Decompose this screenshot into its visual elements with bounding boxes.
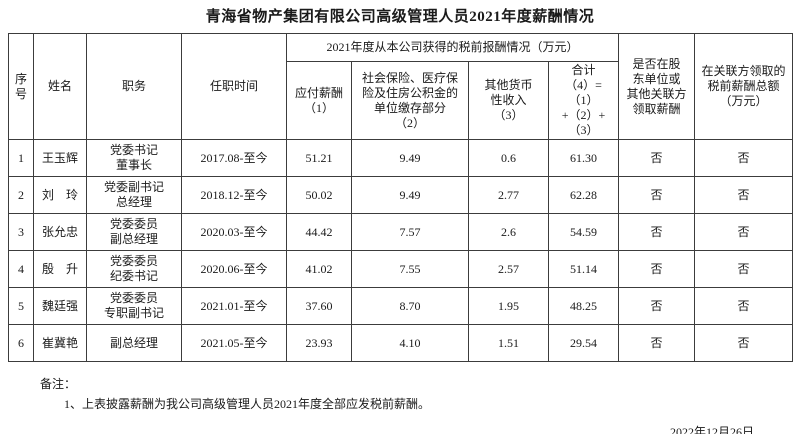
header-position: 职务 — [86, 33, 182, 140]
cell-other-income: 1.95 — [468, 287, 549, 325]
header-insurance: 社会保险、医疗保 险及住房公积金的 单位缴存部分 （2） — [351, 61, 469, 140]
notes-section: 备注： 1、上表披露薪酬为我公司高级管理人员2021年度全部应发税前薪酬。 — [40, 376, 800, 413]
cell-total: 54.59 — [547, 213, 620, 251]
table-row: 4 殷 升 党委委员 纪委书记 2020.06-至今 41.02 7.55 2.… — [8, 250, 794, 288]
cell-related-pay: 否 — [694, 213, 794, 251]
cell-position: 党委副书记 总经理 — [86, 176, 182, 214]
cell-insurance: 9.49 — [351, 139, 469, 177]
header-row-sub: 应付薪酬 （1） 社会保险、医疗保 险及住房公积金的 单位缴存部分 （2） 其他… — [9, 61, 793, 140]
notes-label: 备注： — [40, 377, 77, 391]
cell-total: 29.54 — [547, 324, 620, 362]
table-row: 5 魏廷强 党委委员 专职副书记 2021.01-至今 37.60 8.70 1… — [8, 287, 794, 325]
cell-insurance: 9.49 — [351, 176, 469, 214]
cell-name: 魏廷强 — [33, 287, 87, 325]
header-other-income: 其他货币 性收入 （3） — [468, 61, 549, 140]
cell-related-pay: 否 — [694, 250, 794, 288]
note-item: 1、上表披露薪酬为我公司高级管理人员2021年度全部应发税前薪酬。 — [64, 396, 431, 411]
cell-other-income: 2.77 — [468, 176, 549, 214]
table-row: 6 崔冀艳 副总经理 2021.05-至今 23.93 4.10 1.51 29… — [8, 324, 794, 362]
cell-tenure: 2020.06-至今 — [181, 250, 287, 288]
cell-shareholder-pay: 否 — [618, 213, 696, 251]
cell-seq: 4 — [8, 250, 34, 288]
header-tenure: 任职时间 — [181, 33, 287, 140]
cell-shareholder-pay: 否 — [618, 324, 696, 362]
cell-other-income: 2.6 — [468, 213, 549, 251]
cell-shareholder-pay: 否 — [618, 250, 696, 288]
cell-related-pay: 否 — [694, 176, 794, 214]
cell-tenure: 2018.12-至今 — [181, 176, 287, 214]
header-total: 合计 （4）=（1） +（2）+ （3） — [547, 61, 620, 140]
cell-seq: 1 — [8, 139, 34, 177]
salary-table: 序 号 姓名 职务 任职时间 2021年度从本公司获得的税前报酬情况（万元） 是… — [8, 33, 794, 362]
cell-insurance: 8.70 — [351, 287, 469, 325]
cell-payable: 51.21 — [286, 139, 352, 177]
cell-related-pay: 否 — [694, 139, 794, 177]
cell-tenure: 2020.03-至今 — [181, 213, 287, 251]
cell-seq: 5 — [8, 287, 34, 325]
cell-other-income: 1.51 — [468, 324, 549, 362]
cell-payable: 41.02 — [286, 250, 352, 288]
cell-total: 61.30 — [547, 139, 620, 177]
header-shareholder-pay: 是否在股 东单位或 其他关联方 领取薪酬 — [618, 33, 696, 140]
cell-seq: 2 — [8, 176, 34, 214]
document-date: 2022年12月26日 — [669, 424, 754, 434]
header-compensation-group: 2021年度从本公司获得的税前报酬情况（万元） — [285, 33, 620, 62]
header-related-pay: 在关联方领取的 税前薪酬总额 （万元） — [694, 33, 794, 140]
header-name: 姓名 — [33, 33, 87, 140]
header-payable: 应付薪酬 （1） — [286, 61, 352, 140]
cell-shareholder-pay: 否 — [618, 287, 696, 325]
cell-name: 刘 玲 — [33, 176, 87, 214]
header-row-group: 序 号 姓名 职务 任职时间 2021年度从本公司获得的税前报酬情况（万元） 是… — [8, 33, 794, 140]
cell-position: 党委委员 副总经理 — [86, 213, 182, 251]
cell-related-pay: 否 — [694, 324, 794, 362]
cell-seq: 3 — [8, 213, 34, 251]
cell-seq: 6 — [8, 324, 34, 362]
cell-position: 副总经理 — [86, 324, 182, 362]
table-row: 3 张允忠 党委委员 副总经理 2020.03-至今 44.42 7.57 2.… — [8, 213, 794, 251]
page-title: 青海省物产集团有限公司高级管理人员2021年度薪酬情况 — [205, 9, 595, 25]
cell-total: 48.25 — [547, 287, 620, 325]
cell-payable: 44.42 — [286, 213, 352, 251]
cell-position: 党委委员 专职副书记 — [86, 287, 182, 325]
cell-insurance: 7.55 — [351, 250, 469, 288]
cell-payable: 50.02 — [286, 176, 352, 214]
cell-other-income: 2.57 — [468, 250, 549, 288]
table-row: 2 刘 玲 党委副书记 总经理 2018.12-至今 50.02 9.49 2.… — [8, 176, 794, 214]
cell-name: 殷 升 — [33, 250, 87, 288]
header-seq: 序 号 — [8, 33, 34, 140]
cell-other-income: 0.6 — [468, 139, 549, 177]
cell-tenure: 2021.01-至今 — [181, 287, 287, 325]
cell-insurance: 7.57 — [351, 213, 469, 251]
cell-name: 张允忠 — [33, 213, 87, 251]
cell-tenure: 2017.08-至今 — [181, 139, 287, 177]
cell-related-pay: 否 — [694, 287, 794, 325]
cell-tenure: 2021.05-至今 — [181, 324, 287, 362]
cell-position: 党委委员 纪委书记 — [86, 250, 182, 288]
table-row: 1 王玉辉 党委书记 董事长 2017.08-至今 51.21 9.49 0.6… — [8, 139, 794, 177]
cell-insurance: 4.10 — [351, 324, 469, 362]
cell-total: 51.14 — [547, 250, 620, 288]
cell-total: 62.28 — [547, 176, 620, 214]
cell-payable: 37.60 — [286, 287, 352, 325]
cell-shareholder-pay: 否 — [618, 139, 696, 177]
cell-name: 崔冀艳 — [33, 324, 87, 362]
cell-shareholder-pay: 否 — [618, 176, 696, 214]
cell-name: 王玉辉 — [33, 139, 87, 177]
cell-payable: 23.93 — [286, 324, 352, 362]
cell-position: 党委书记 董事长 — [86, 139, 182, 177]
